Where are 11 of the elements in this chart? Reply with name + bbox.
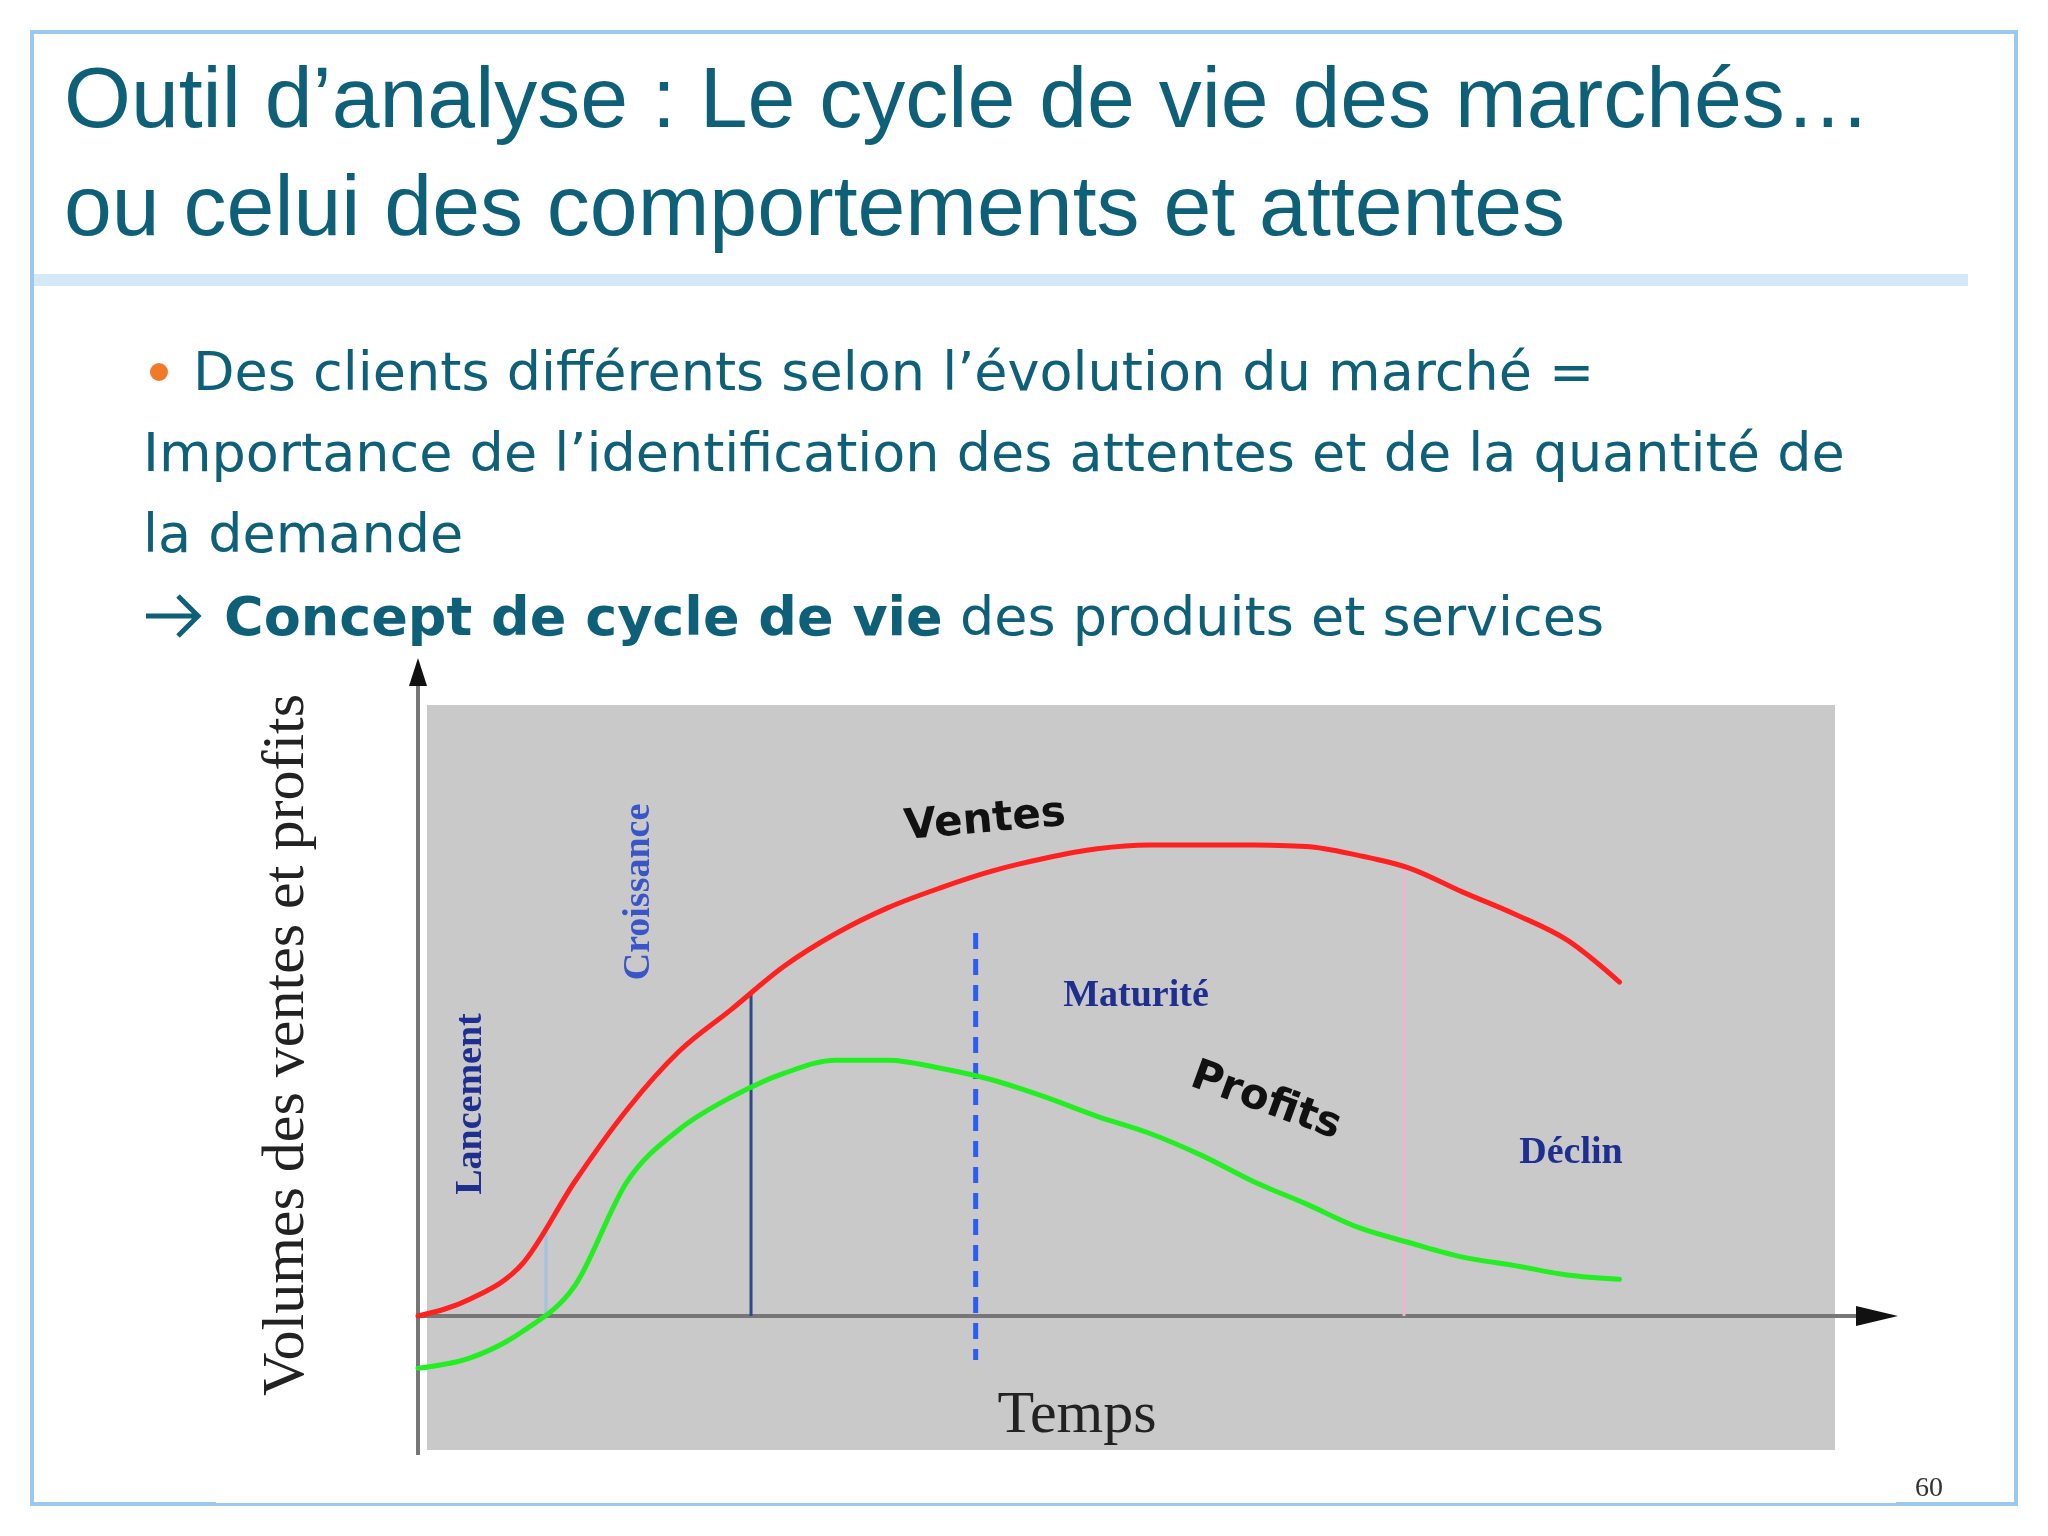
text: 60 (1915, 1471, 1943, 1502)
y-axis-title: Volumes des ventes et profits (250, 693, 316, 1397)
text: des produits et services (942, 585, 1605, 648)
x-axis-title: Temps (997, 1379, 1157, 1445)
annotation: Lancement (447, 1012, 489, 1195)
annotation: Déclin (1519, 1129, 1623, 1171)
annotation: Croissance (615, 803, 657, 981)
annotation: Maturité (1063, 972, 1209, 1014)
text: Concept de cycle de vie (224, 585, 943, 648)
chart-title: Outil d’analyse : Le cycle de vie des marchés… ou celui des comportements et attentes (64, 49, 1871, 253)
series-label: Ventes (901, 786, 1068, 850)
